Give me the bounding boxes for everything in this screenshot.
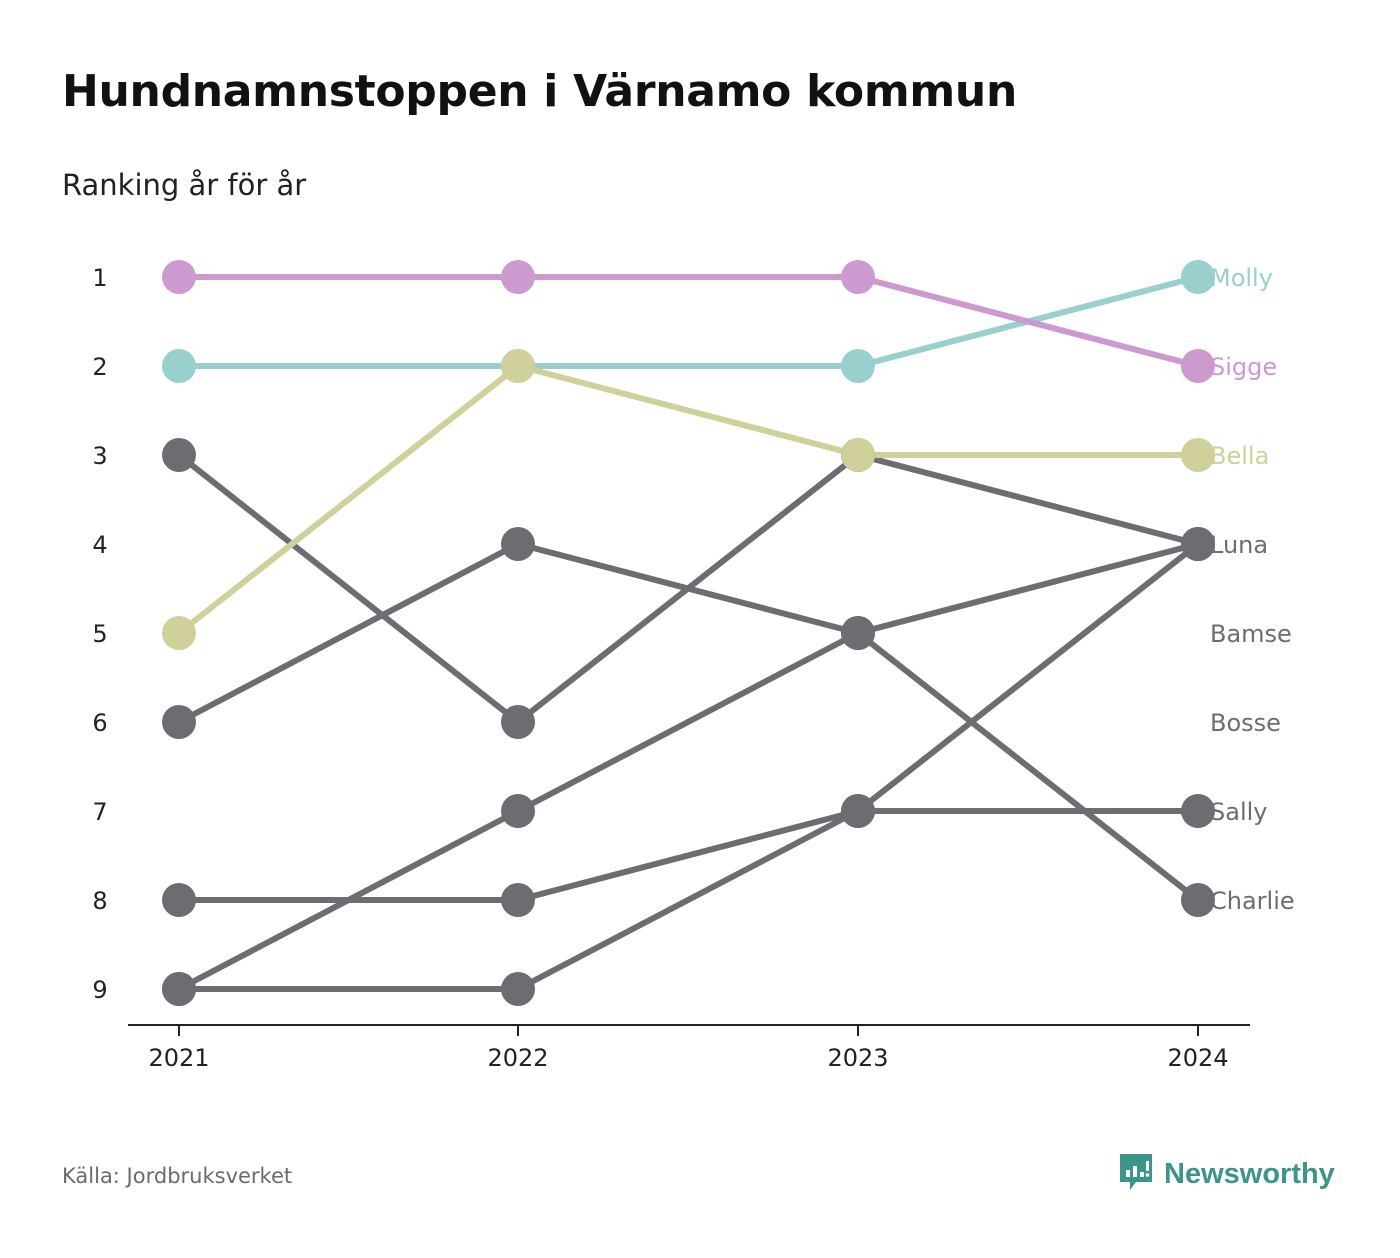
y-tick-label: 7 xyxy=(92,798,107,826)
point-molly-2023 xyxy=(841,349,875,383)
point-bamse-2021 xyxy=(162,438,196,472)
end-label-bamse: Bamse xyxy=(1210,620,1292,648)
series-lines xyxy=(176,274,1201,992)
point-bella-2023 xyxy=(841,438,875,472)
chart-title: Hundnamnstoppen i Värnamo kommun xyxy=(62,66,1017,117)
x-tick-label: 2022 xyxy=(487,1044,548,1072)
series-line-bella xyxy=(176,363,1201,636)
end-label-charlie: Charlie xyxy=(1210,887,1295,915)
point-bosse-2022 xyxy=(501,972,535,1006)
end-labels: Molly Sigge Bella Luna Bamse Bosse Sally Charli… xyxy=(1210,264,1295,915)
y-tick-label: 5 xyxy=(92,620,107,648)
bump-chart: 1 2 3 4 5 6 7 8 9 2021 2022 2023 2024 Molly Sigge Bel… xyxy=(92,260,1295,1072)
point-sigge-2023 xyxy=(841,260,875,294)
point-sigge-2021 xyxy=(162,260,196,294)
y-tick-label: 6 xyxy=(92,709,107,737)
point-charlie-2022 xyxy=(501,794,535,828)
series-line-sigge xyxy=(176,274,1201,369)
point-charlie-2024 xyxy=(1181,883,1215,917)
brand-logo[interactable]: Newsworthy xyxy=(1118,1152,1335,1196)
point-sally-2024 xyxy=(1181,794,1215,828)
point-bella-2021 xyxy=(162,616,196,650)
y-tick-label: 2 xyxy=(92,353,107,381)
source-note: Källa: Jordbruksverket xyxy=(62,1164,293,1188)
end-label-sally: Sally xyxy=(1210,798,1267,826)
end-label-sigge: Sigge xyxy=(1210,353,1277,381)
x-tick-label: 2023 xyxy=(827,1044,888,1072)
brand-name: Newsworthy xyxy=(1164,1157,1335,1190)
point-sally-2023 xyxy=(841,794,875,828)
point-bella-2024 xyxy=(1181,438,1215,472)
series-line-molly xyxy=(176,274,1201,369)
x-tick-label: 2024 xyxy=(1167,1044,1228,1072)
point-bosse-2024 xyxy=(1181,527,1215,561)
y-tick-label: 4 xyxy=(92,531,107,559)
y-tick-label: 9 xyxy=(92,976,107,1004)
point-sigge-2024 xyxy=(1181,349,1215,383)
point-luna-2022 xyxy=(501,527,535,561)
y-tick-label: 1 xyxy=(92,264,107,292)
point-bella-2022 xyxy=(501,349,535,383)
series-line-bamse xyxy=(176,452,1201,725)
x-tick-label: 2021 xyxy=(148,1044,209,1072)
series-points xyxy=(162,260,1215,1006)
y-tick-label: 8 xyxy=(92,887,107,915)
series-line-bosse xyxy=(176,541,1201,992)
end-label-molly: Molly xyxy=(1210,264,1273,292)
series-line-sally xyxy=(176,808,1201,903)
end-label-luna: Luna xyxy=(1210,531,1268,559)
point-sigge-2022 xyxy=(501,260,535,294)
point-bamse-2022 xyxy=(501,705,535,739)
point-charlie-2021 xyxy=(162,972,196,1006)
point-sally-2022 xyxy=(501,883,535,917)
x-axis: 2021 2022 2023 2024 xyxy=(128,1024,1250,1072)
end-label-bella: Bella xyxy=(1210,442,1269,470)
point-sally-2021 xyxy=(162,883,196,917)
y-tick-label: 3 xyxy=(92,442,107,470)
y-tick-labels: 1 2 3 4 5 6 7 8 9 xyxy=(92,264,107,1004)
chart-subtitle: Ranking år för år xyxy=(62,168,307,202)
point-molly-2024 xyxy=(1181,260,1215,294)
point-luna-2021 xyxy=(162,705,196,739)
point-molly-2021 xyxy=(162,349,196,383)
series-line-luna xyxy=(176,541,1201,725)
end-label-bosse: Bosse xyxy=(1210,709,1281,737)
series-line-charlie xyxy=(176,630,1201,992)
newsworthy-logo-icon xyxy=(1118,1152,1154,1196)
point-charlie-2023 xyxy=(841,616,875,650)
